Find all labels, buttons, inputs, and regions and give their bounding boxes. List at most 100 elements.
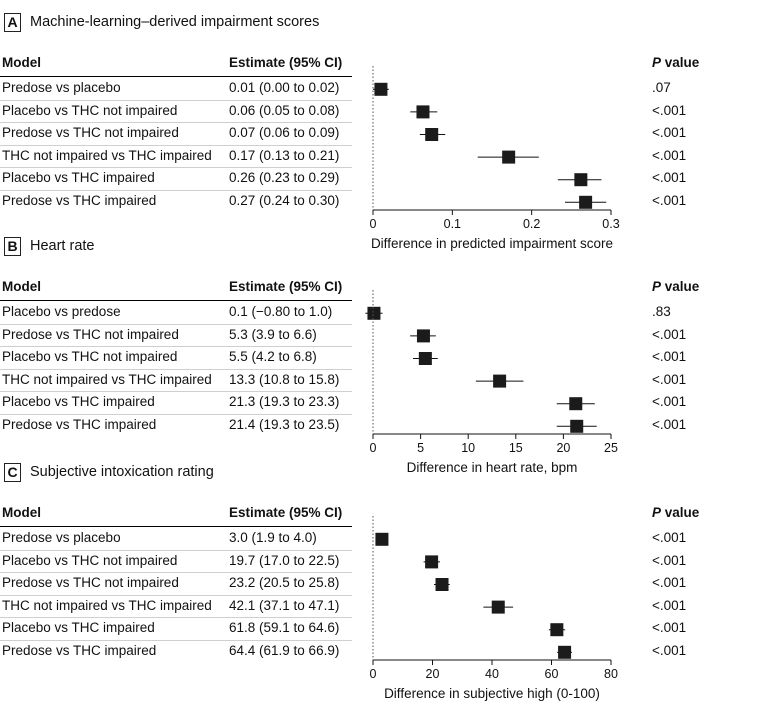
row-estimate: 0.1 (−0.80 to 1.0): [229, 304, 333, 319]
row-estimate: 0.01 (0.00 to 0.02): [229, 80, 340, 95]
column-header-p-value: P value: [652, 505, 699, 520]
row-divider: [0, 323, 352, 325]
row-p-value: <.001: [652, 102, 687, 118]
x-tick-label: 5: [417, 441, 424, 455]
table-row: THC not impaired vs THC impaired 42.1 (37…: [0, 596, 783, 616]
p-word: value: [661, 279, 700, 294]
row-p-value: <.001: [652, 193, 687, 208]
x-tick-label: 0.1: [444, 217, 461, 231]
point-estimate-marker: [491, 600, 505, 614]
panel-title: Subjective intoxication rating: [30, 464, 214, 480]
x-tick-label: 20: [556, 441, 570, 455]
table-row: Placebo vs THC impaired 0.26 (0.23 to 0.2…: [0, 168, 783, 188]
row-estimate: 21.4 (19.3 to 23.5): [229, 417, 340, 432]
x-tick-label: 40: [485, 667, 499, 681]
x-tick-label: 0: [370, 217, 377, 231]
x-axis-label: Difference in predicted impairment score: [371, 236, 613, 251]
x-tick-label: 0.2: [523, 217, 540, 231]
panel-header: A Machine-learning–derived impairment sc…: [4, 12, 319, 32]
point-estimate-marker: [502, 150, 516, 164]
row-model-label: Placebo vs THC not impaired: [2, 552, 178, 568]
panel-letter: C: [4, 462, 21, 482]
x-tick-label: 20: [426, 667, 440, 681]
row-divider: [0, 572, 352, 574]
row-divider: [0, 594, 352, 596]
row-divider: [0, 549, 352, 551]
row-model-label: THC not impaired vs THC impaired: [2, 147, 212, 163]
table-row: Predose vs THC impaired 64.4 (61.9 to 66.…: [0, 641, 783, 661]
table-row: Predose vs THC not impaired 5.3 (3.9 to 6…: [0, 325, 783, 345]
panel-b: B Heart rate Model Estimate (95% CI) P v…: [0, 234, 783, 475]
column-header-model: Model: [2, 55, 41, 70]
row-model-label: Placebo vs THC not impaired: [2, 102, 178, 118]
panel-a: A Machine-learning–derived impairment sc…: [0, 10, 783, 251]
row-model-label: Predose vs THC not impaired: [2, 575, 179, 591]
row-p-value: <.001: [652, 552, 687, 568]
point-estimate-marker: [569, 397, 583, 411]
row-divider: [0, 167, 352, 169]
row-p-value: <.001: [652, 394, 687, 410]
row-divider: [0, 122, 352, 124]
panel-letter: A: [4, 12, 21, 32]
row-model-label: Placebo vs THC impaired: [2, 620, 155, 636]
row-divider: [0, 144, 352, 146]
panel-header: B Heart rate: [4, 236, 94, 256]
table-row: Placebo vs THC not impaired 5.5 (4.2 to 6…: [0, 347, 783, 367]
row-p-value: <.001: [652, 575, 687, 591]
row-model-label: Predose vs placebo: [2, 530, 121, 545]
row-model-label: Placebo vs THC impaired: [2, 170, 155, 186]
table-row: Placebo vs THC not impaired 0.06 (0.05 to…: [0, 101, 783, 121]
table-row: Placebo vs THC impaired 21.3 (19.3 to 23.…: [0, 392, 783, 412]
row-estimate: 61.8 (59.1 to 64.6): [229, 620, 340, 636]
point-estimate-marker: [574, 173, 588, 187]
table-row: Placebo vs THC impaired 61.8 (59.1 to 64.…: [0, 618, 783, 638]
row-estimate: 13.3 (10.8 to 15.8): [229, 371, 340, 387]
row-model-label: Placebo vs THC impaired: [2, 394, 155, 410]
row-divider: [0, 414, 352, 415]
point-estimate-marker: [416, 105, 430, 119]
row-estimate: 0.17 (0.13 to 0.21): [229, 147, 340, 163]
panel-title: Heart rate: [30, 238, 95, 254]
p-letter: P: [652, 505, 662, 520]
column-header-model: Model: [2, 505, 41, 520]
x-tick-label: 60: [545, 667, 559, 681]
table-row: Placebo vs predose 0.1 (−0.80 to 1.0) .83: [0, 302, 783, 322]
x-axis-label: Difference in heart rate, bpm: [407, 460, 578, 475]
column-header-estimate: Estimate (95% CI): [229, 279, 343, 294]
column-header-estimate: Estimate (95% CI): [229, 55, 343, 70]
panel-letter: B: [4, 236, 21, 256]
table-row: THC not impaired vs THC impaired 13.3 (10…: [0, 370, 783, 390]
row-model-label: THC not impaired vs THC impaired: [2, 371, 212, 387]
forest-plot: 0 0.1 0.2 0.3 Difference in predicted impair…: [370, 66, 620, 251]
forest-plot: 0 5 10 15 20 25 Difference in heart rate, bpm: [365, 290, 618, 475]
x-tick-label: 0.3: [602, 217, 619, 231]
table-row: Placebo vs THC not impaired 19.7 (17.0 to…: [0, 551, 783, 571]
column-header-p-value: P value: [652, 55, 699, 70]
row-model-label: Predose vs THC impaired: [2, 193, 157, 208]
point-estimate-marker: [375, 532, 389, 546]
point-estimate-marker: [435, 578, 449, 591]
point-estimate-marker: [493, 374, 507, 388]
row-divider: [0, 368, 352, 370]
x-axis-label: Difference in subjective high (0-100): [384, 686, 600, 701]
row-p-value: <.001: [652, 125, 687, 141]
point-estimate-marker: [425, 555, 439, 569]
row-p-value: <.001: [652, 170, 687, 186]
x-tick-label: 0: [370, 667, 377, 681]
row-p-value: <.001: [652, 326, 687, 342]
row-p-value: <.001: [652, 597, 687, 613]
row-model-label: THC not impaired vs THC impaired: [2, 597, 212, 613]
x-tick-label: 25: [604, 441, 618, 455]
x-tick-label: 10: [461, 441, 475, 455]
row-estimate: 23.2 (20.5 to 25.8): [229, 575, 340, 591]
row-p-value: <.001: [652, 349, 687, 365]
row-model-label: Predose vs THC impaired: [2, 643, 157, 658]
table-row: Predose vs THC impaired 21.4 (19.3 to 23.…: [0, 415, 783, 435]
p-letter: P: [652, 55, 662, 70]
row-p-value: <.001: [652, 371, 687, 387]
row-estimate: 0.07 (0.06 to 0.09): [229, 125, 340, 141]
row-divider: [0, 617, 352, 619]
table-row: Predose vs THC not impaired 23.2 (20.5 to…: [0, 573, 783, 593]
row-model-label: Predose vs placebo: [2, 80, 121, 95]
row-divider: [0, 640, 352, 641]
